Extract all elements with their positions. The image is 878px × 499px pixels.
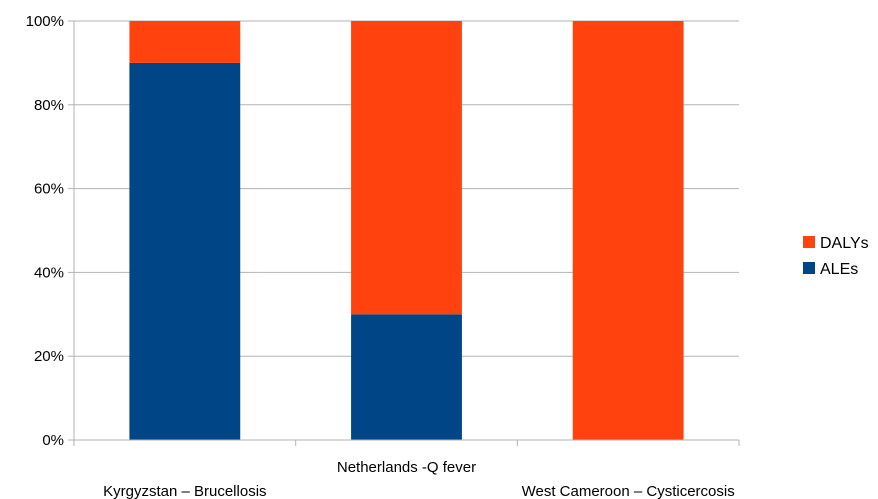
y-tick-labels: 0% 20% 40% 60% 80% 100% [26, 13, 64, 449]
bar-segment-dalys [351, 21, 462, 315]
legend-label-ales: ALEs [820, 261, 858, 278]
y-tick-label: 40% [34, 264, 64, 281]
legend-label-dalys: DALYs [820, 235, 869, 252]
legend: DALYs ALEs [803, 235, 869, 278]
y-tick-label: 60% [34, 181, 64, 198]
legend-swatch-ales [803, 262, 815, 274]
bar-segment-dalys [129, 21, 241, 63]
category-label: Kyrgyzstan – Brucellosis [103, 483, 266, 499]
category-label: West Cameroon – Cysticercosis [522, 483, 735, 499]
bar-segment-ales [351, 314, 462, 440]
bar-segment-dalys [572, 21, 684, 440]
category-labels: Kyrgyzstan – Brucellosis Netherlands -Q f… [103, 459, 735, 499]
y-tick-label: 0% [42, 432, 64, 449]
y-tick-label: 20% [34, 348, 64, 365]
y-tick-label: 80% [34, 97, 64, 114]
legend-swatch-dalys [803, 236, 815, 248]
y-tick-label: 100% [26, 13, 64, 30]
axes [68, 20, 740, 446]
category-label: Netherlands -Q fever [337, 459, 476, 476]
bar-segment-ales [129, 62, 241, 441]
bars [129, 21, 684, 441]
